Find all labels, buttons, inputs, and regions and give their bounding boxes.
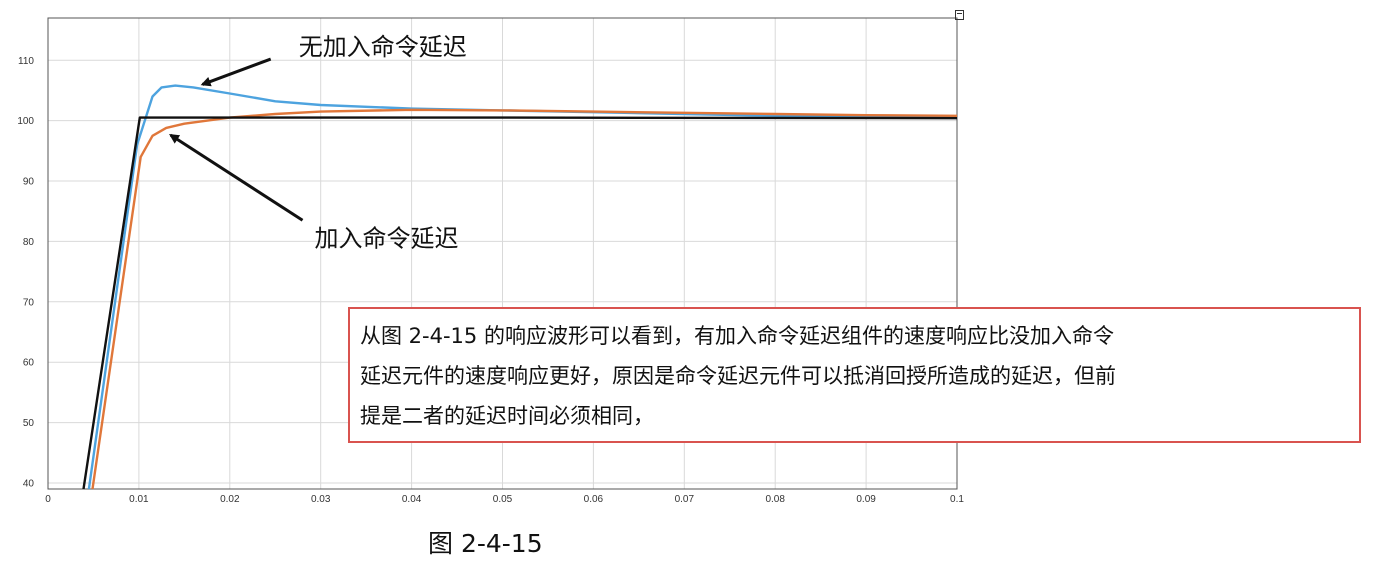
series-lines [82,84,958,490]
series-line-2 [91,108,958,490]
x-tick-label: 0.05 [493,494,513,505]
x-tick-label: 0.08 [765,494,785,505]
y-tick-label: 100 [17,116,34,127]
annotation-arrow-2 [169,133,304,222]
annotation-label-2: 加入命令延迟 [315,224,459,252]
x-tick-label: 0.1 [950,494,964,505]
y-axis-ticks: 40 50 60 70 80 90 100 110 [17,56,34,490]
y-tick-label: 40 [23,478,35,489]
y-tick-label: 50 [23,418,35,429]
y-tick-label: 60 [23,358,35,369]
figure-caption: 图 2-4-15 [428,529,543,558]
note-line-2: 延迟元件的速度响应更好，原因是命令延迟元件可以抵消回授所造成的延迟，但前 [360,364,1116,388]
note-line-3: 提是二者的延迟时间必须相同， [360,404,654,428]
x-tick-label: 0.01 [129,494,149,505]
x-tick-label: 0.09 [856,494,876,505]
y-tick-label: 80 [23,237,35,248]
y-tick-label: 110 [18,56,34,67]
series-line-1 [87,84,958,490]
x-tick-label: 0.03 [311,494,331,505]
annotation-label-1: 无加入命令延迟 [299,33,467,61]
plot-border [47,17,958,490]
y-tick-label: 70 [23,297,35,308]
window-restore-icon[interactable] [955,10,964,20]
y-tick-label: 90 [23,177,35,188]
x-tick-label: 0 [45,494,51,505]
series-line-3 [82,116,958,490]
x-tick-label: 0.07 [675,494,695,505]
x-tick-label: 0.04 [402,494,422,505]
x-tick-label: 0.02 [220,494,240,505]
x-tick-label: 0.06 [584,494,604,505]
explanation-note: 从图 2-4-15 的响应波形可以看到，有加入命令延迟组件的速度响应比没加入命令… [348,307,1361,443]
x-axis-ticks: 0 0.01 0.02 0.03 0.04 0.05 0.06 0.07 0.08 0.09 0.1 [45,494,964,505]
annotation-arrow-1 [200,57,272,87]
note-line-1: 从图 2-4-15 的响应波形可以看到，有加入命令延迟组件的速度响应比没加入命令 [360,324,1114,348]
